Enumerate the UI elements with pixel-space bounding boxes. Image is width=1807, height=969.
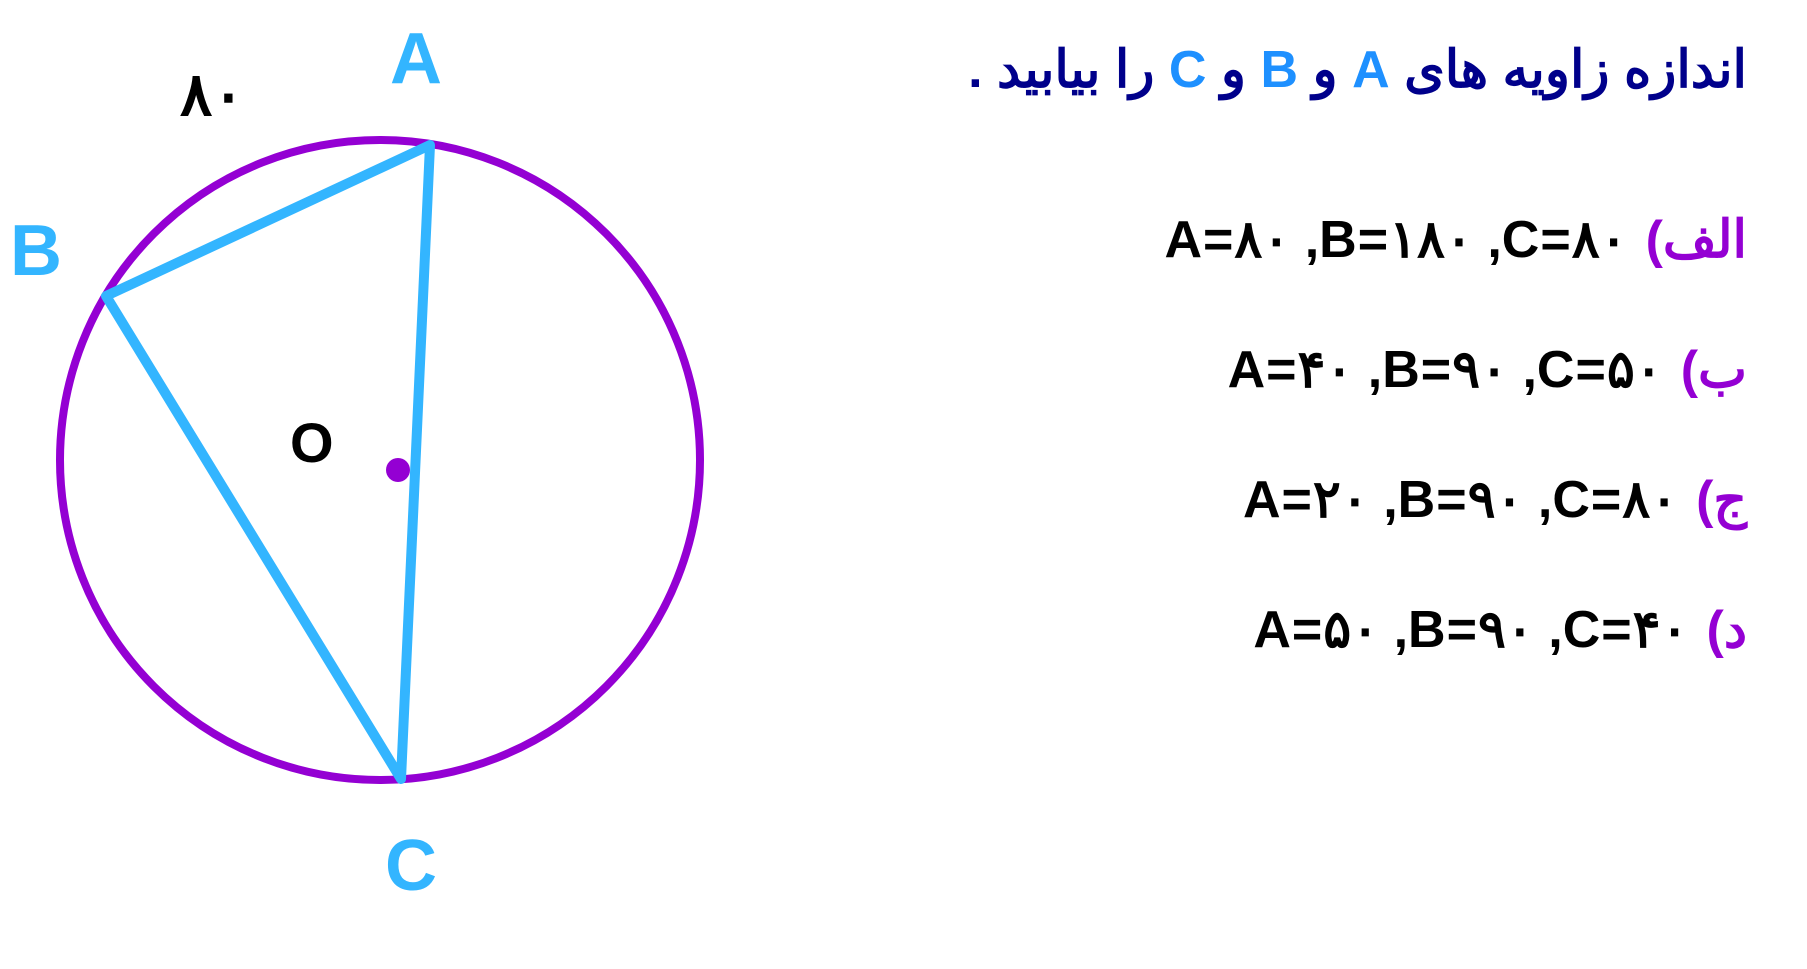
option-dal[interactable]: د) A=۵۰ ,B=۹۰ ,C=۴۰ bbox=[847, 600, 1747, 660]
q-and1: و bbox=[1313, 41, 1338, 99]
option-label: الف) bbox=[1646, 210, 1747, 270]
geometry-diagram bbox=[0, 0, 760, 940]
q-letter-a: A bbox=[1352, 41, 1390, 99]
q-letter-b: B bbox=[1260, 41, 1298, 99]
canvas: A B C O ۸۰ اندازه زاویه های A و B و C را… bbox=[0, 0, 1807, 969]
option-alef[interactable]: الف) A=۸۰ ,B=۱۸۰ ,C=۸۰ bbox=[847, 210, 1747, 270]
option-value: A=۸۰ ,B=۱۸۰ ,C=۸۰ bbox=[1165, 210, 1628, 270]
label-c: C bbox=[385, 825, 437, 907]
text-panel: اندازه زاویه های A و B و C را بیابید . ا… bbox=[847, 40, 1747, 660]
option-label: ج) bbox=[1696, 470, 1747, 530]
option-jim[interactable]: ج) A=۲۰ ,B=۹۰ ,C=۸۰ bbox=[847, 470, 1747, 530]
option-value: A=۲۰ ,B=۹۰ ,C=۸۰ bbox=[1243, 470, 1678, 530]
q-letter-c: C bbox=[1169, 41, 1207, 99]
option-label: ب) bbox=[1681, 340, 1747, 400]
option-value: A=۵۰ ,B=۹۰ ,C=۴۰ bbox=[1253, 600, 1688, 660]
center-dot bbox=[386, 458, 410, 482]
circle bbox=[60, 140, 700, 780]
label-b: B bbox=[10, 210, 62, 292]
q-and2: و bbox=[1221, 41, 1246, 99]
options-list: الف) A=۸۰ ,B=۱۸۰ ,C=۸۰ ب) A=۴۰ ,B=۹۰ ,C=… bbox=[847, 210, 1747, 660]
question-text: اندازه زاویه های A و B و C را بیابید . bbox=[847, 40, 1747, 100]
option-value: A=۴۰ ,B=۹۰ ,C=۵۰ bbox=[1228, 340, 1663, 400]
label-o: O bbox=[290, 410, 334, 475]
option-be[interactable]: ب) A=۴۰ ,B=۹۰ ,C=۵۰ bbox=[847, 340, 1747, 400]
option-label: د) bbox=[1707, 600, 1747, 660]
q-prefix: اندازه زاویه های bbox=[1404, 41, 1747, 99]
q-suffix: را بیابید . bbox=[968, 41, 1154, 99]
label-a: A bbox=[390, 18, 442, 100]
arc-value-label: ۸۰ bbox=[180, 60, 244, 130]
